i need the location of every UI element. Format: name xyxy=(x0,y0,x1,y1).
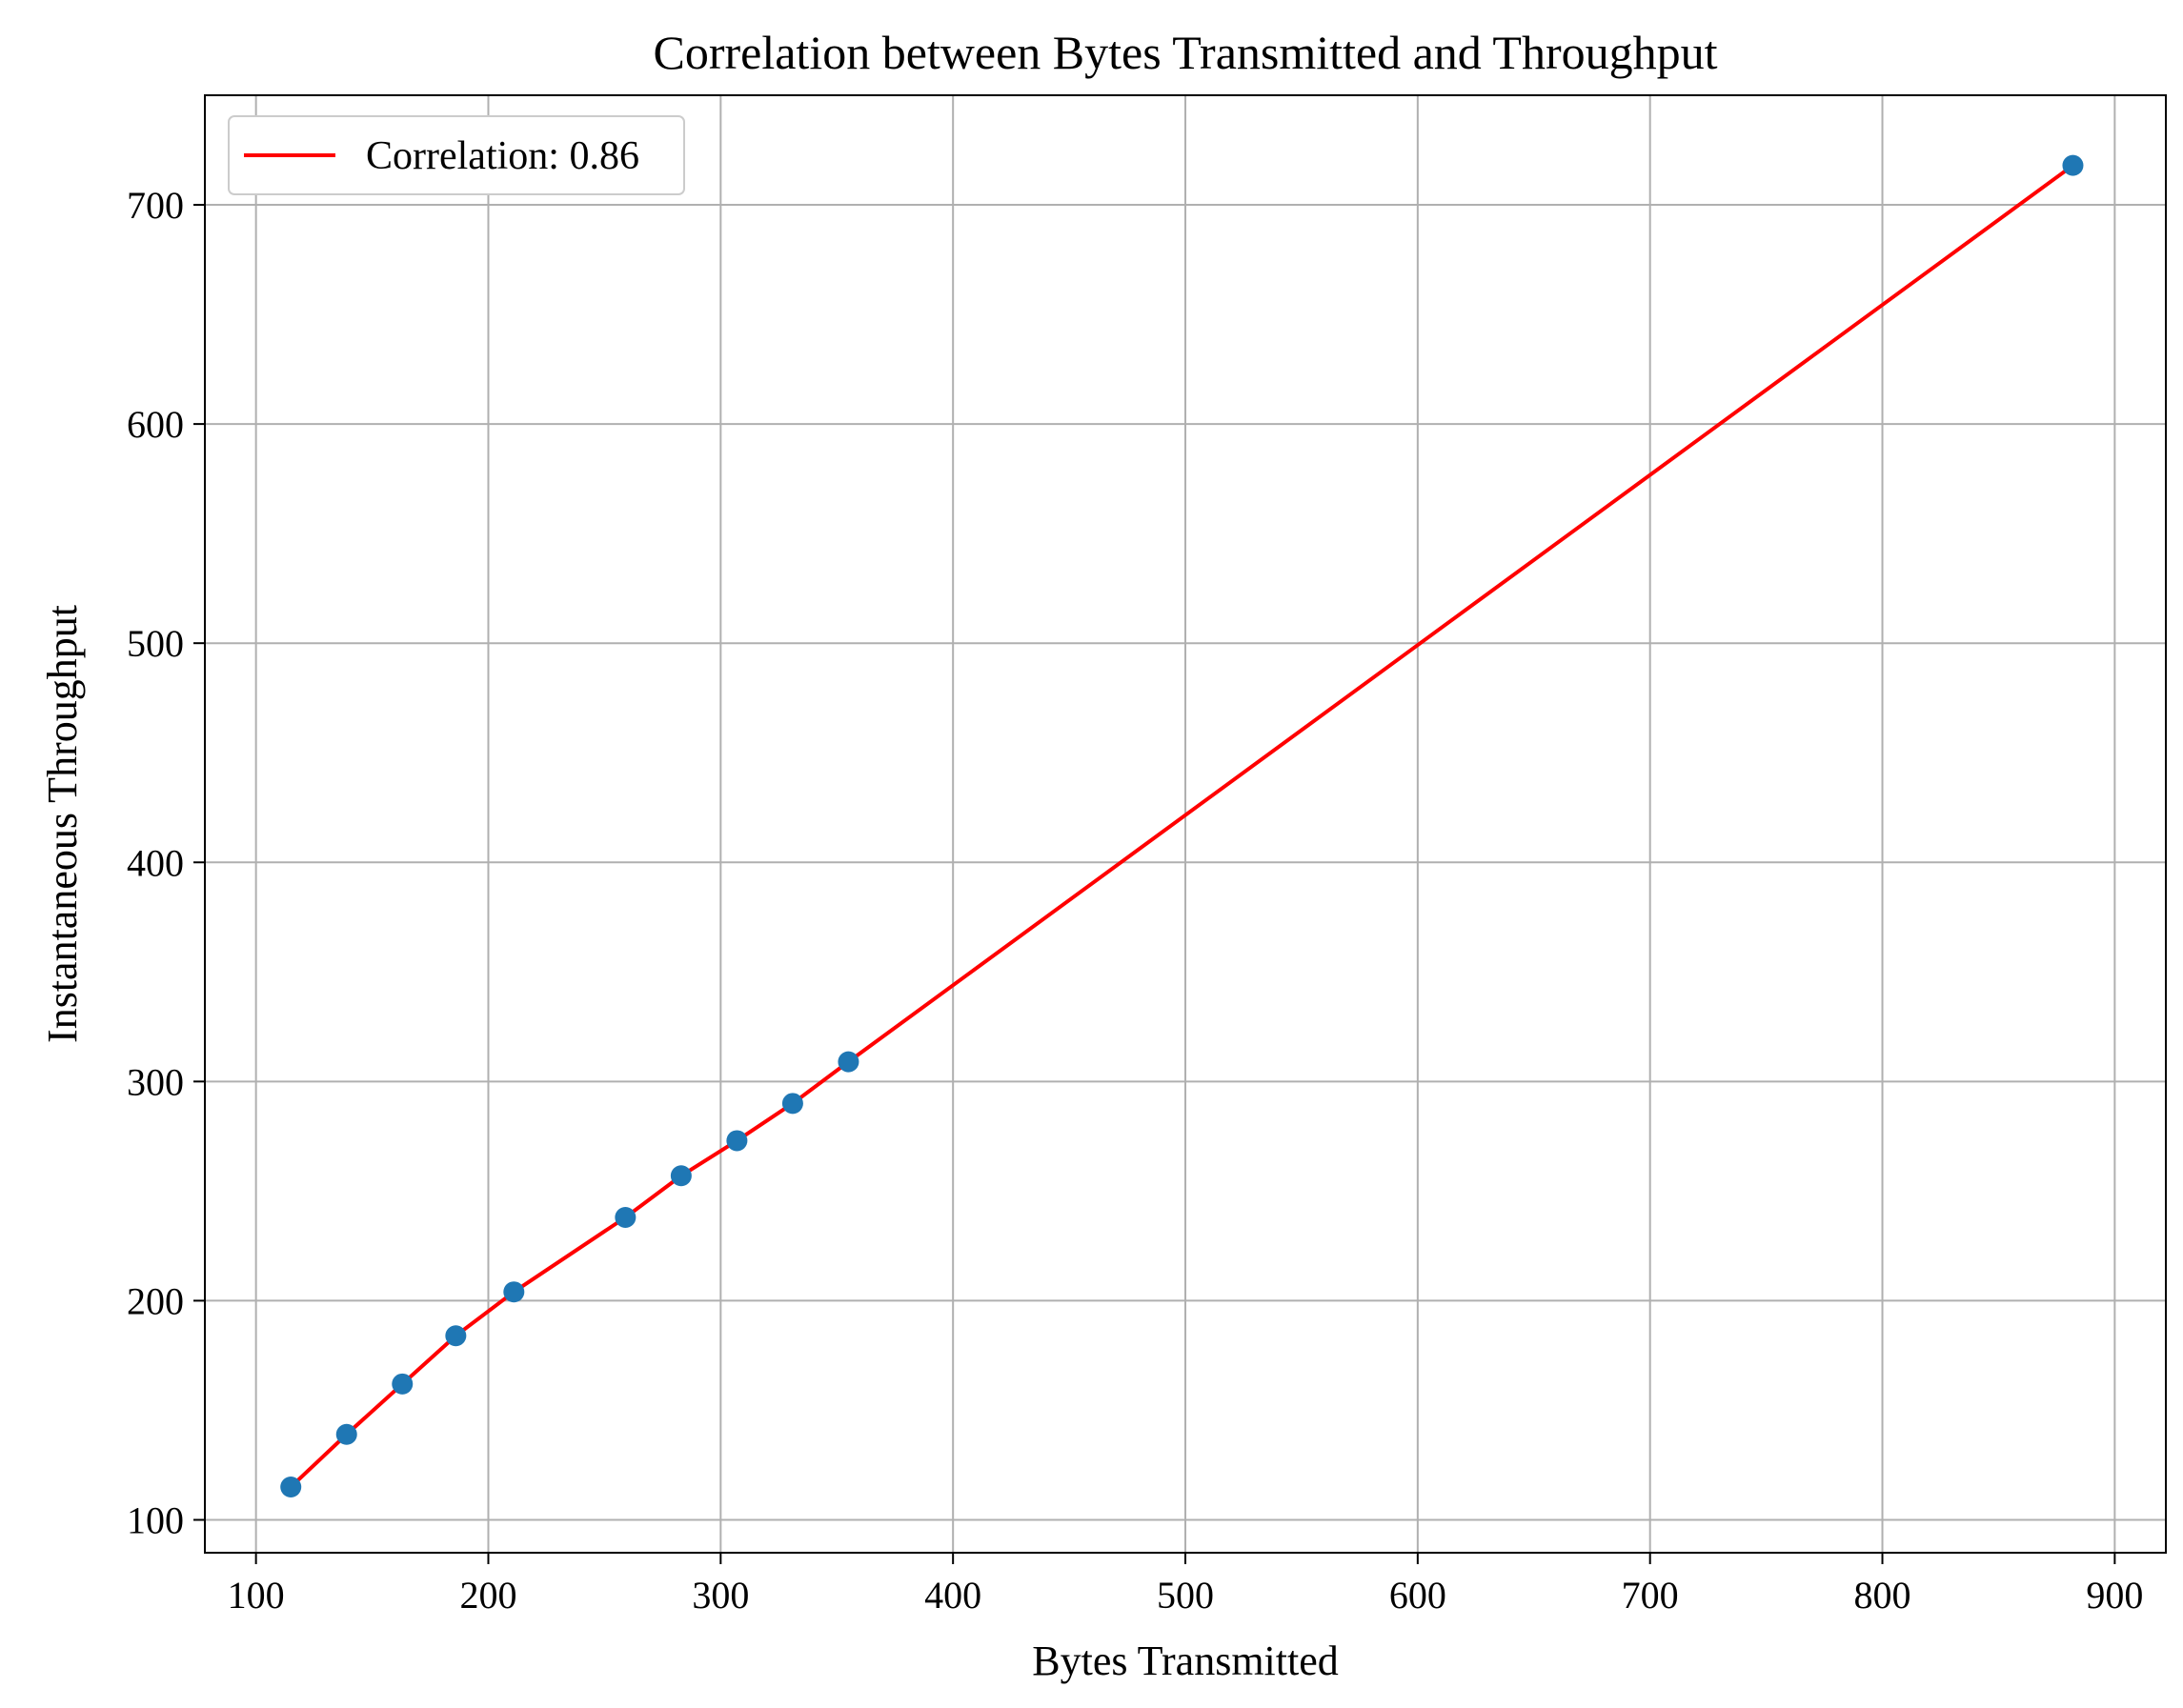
y-tick-label: 100 xyxy=(127,1498,184,1541)
data-point xyxy=(392,1373,414,1395)
data-point xyxy=(503,1281,525,1303)
x-axis-ticks: 100 200 300 400 500 600 700 800 900 xyxy=(228,1553,2143,1617)
y-tick-label: 600 xyxy=(127,403,184,446)
chart-title: Correlation between Bytes Transmitted an… xyxy=(654,26,1718,79)
data-point xyxy=(335,1423,357,1445)
x-tick-label: 400 xyxy=(924,1574,981,1617)
x-tick-label: 300 xyxy=(692,1574,749,1617)
legend-label: Correlation: 0.86 xyxy=(366,134,639,178)
y-tick-label: 500 xyxy=(127,622,184,665)
x-tick-label: 900 xyxy=(2086,1574,2143,1617)
data-point xyxy=(838,1051,859,1073)
y-tick-label: 300 xyxy=(127,1060,184,1103)
x-tick-label: 200 xyxy=(459,1574,516,1617)
y-axis-ticks: 100 200 300 400 500 600 700 xyxy=(127,184,205,1541)
x-axis-label: Bytes Transmitted xyxy=(1032,1638,1339,1684)
data-point xyxy=(615,1206,637,1228)
grid xyxy=(205,95,2166,1553)
y-axis-label: Instantaneous Throughput xyxy=(39,605,86,1043)
series-line-group xyxy=(289,164,2074,1489)
x-tick-label: 100 xyxy=(228,1574,285,1617)
data-point xyxy=(2062,154,2084,176)
data-point xyxy=(781,1093,803,1115)
data-point xyxy=(670,1165,692,1187)
y-tick-label: 200 xyxy=(127,1279,184,1322)
y-tick-label: 700 xyxy=(127,184,184,227)
correlation-line xyxy=(289,164,2074,1489)
legend-box xyxy=(228,115,685,195)
x-tick-label: 700 xyxy=(1622,1574,1679,1617)
y-tick-label: 400 xyxy=(127,841,184,884)
series-points-group xyxy=(280,154,2084,1497)
legend: Correlation: 0.86 xyxy=(228,115,685,195)
data-point xyxy=(445,1325,467,1347)
x-tick-label: 600 xyxy=(1389,1574,1446,1617)
data-point xyxy=(726,1130,748,1152)
data-point xyxy=(280,1476,302,1497)
x-tick-label: 800 xyxy=(1854,1574,1911,1617)
x-tick-label: 500 xyxy=(1157,1574,1214,1617)
